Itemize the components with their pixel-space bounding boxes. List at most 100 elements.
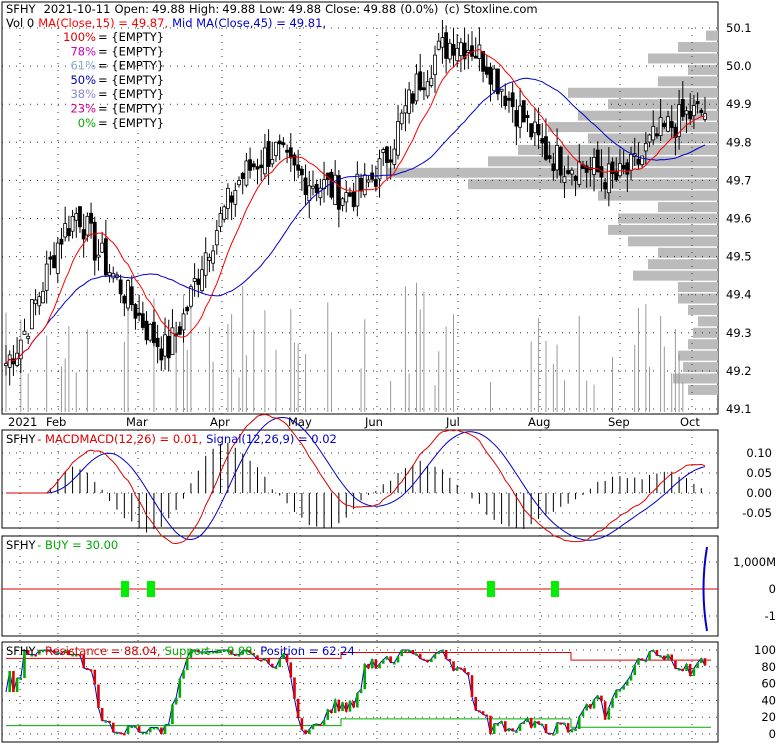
stoch-candle [71, 654, 74, 657]
stoch-candle [674, 660, 677, 669]
stoch-candle [655, 650, 659, 656]
fib-level-label: 38% [70, 87, 96, 101]
stoch-candle [60, 652, 63, 655]
stoch-candle [441, 650, 444, 652]
stoch-candle [148, 727, 152, 733]
stoch-candle [63, 650, 67, 654]
stoch-candle [393, 662, 396, 665]
candles [4, 20, 707, 386]
candle-body [477, 44, 482, 59]
candle-body [351, 191, 356, 208]
stoch-candle [208, 651, 211, 654]
candle-body [103, 238, 108, 276]
stoch-candle [126, 726, 130, 734]
stoch-candle [167, 724, 171, 727]
stoch-candle [49, 650, 52, 652]
candle-body [118, 279, 123, 295]
candle-body [385, 146, 389, 163]
stoch-candle [178, 678, 182, 698]
price-axis: 50.1 50.0 49.9 49.8 49.7 49.6 49.5 49.4 49.3 49.2… [726, 21, 752, 416]
volume-profile [388, 30, 718, 395]
stoch-candle [496, 723, 500, 726]
stoch-candle [626, 680, 629, 686]
candle-body [126, 280, 130, 309]
month-label: Sep [608, 415, 630, 429]
volume-profile-bar [688, 384, 718, 395]
macd-tick-label: 0.10 [746, 446, 772, 460]
stoch-candle [174, 697, 178, 705]
fib-level-label: 78% [70, 44, 96, 58]
stoch-candle [285, 653, 289, 663]
candle-body [407, 89, 412, 114]
volume-profile-bar [518, 144, 718, 155]
buy-axis: 1,000M 0 -1 [733, 555, 776, 623]
stoch-candle [19, 678, 23, 680]
stoch-candle [137, 726, 141, 733]
volume-profile-bar [678, 42, 718, 53]
close-label: Close: [325, 2, 360, 16]
stoch-candle [171, 704, 174, 725]
stoch-candle [629, 675, 633, 681]
fib-level-value: = {EMPTY} [98, 102, 164, 116]
stoch-candle [156, 727, 159, 730]
candle-body [658, 117, 663, 136]
stoch-candle [211, 651, 215, 654]
price-tick-label: 49.8 [726, 135, 752, 149]
stoch-candle [248, 650, 252, 653]
candle-body [344, 192, 349, 203]
candle-body [152, 321, 156, 344]
candle-body [185, 307, 190, 312]
volume-profile-bar [648, 259, 718, 270]
stoch-candle [378, 663, 381, 669]
volume-profile-bar [683, 362, 718, 373]
candle-body [655, 133, 659, 137]
macd-axis: 0.10 0.05 0.00 -0.05 [742, 446, 772, 520]
stoch-tick-label: 60 [761, 677, 776, 691]
stoch-candle [97, 684, 100, 709]
stoch-candle [267, 658, 270, 664]
fib-level-label: 50% [70, 73, 96, 87]
stoch-candle [659, 655, 662, 658]
candle-body [288, 147, 293, 159]
stoch-candle [237, 654, 241, 657]
candle-body [233, 189, 238, 205]
volume-profile-bar [688, 304, 718, 315]
volume-profile-bar [698, 316, 718, 327]
candle-body [281, 142, 286, 146]
stoch-candles [8, 650, 707, 736]
candle-body [22, 330, 27, 335]
candle-body [440, 37, 445, 48]
stoch-candle [296, 698, 300, 719]
stoch-candle [182, 670, 185, 679]
volume-profile-bar [678, 293, 718, 304]
volume-profile-bar [688, 64, 718, 75]
buy-marker [147, 581, 155, 597]
buy-marker [551, 581, 559, 597]
stoch-candle [356, 693, 359, 708]
candle-body [89, 212, 93, 224]
candle-body [92, 221, 97, 261]
volume-profile-bar [688, 339, 718, 350]
ma15-line [5, 49, 706, 364]
stoch-candle [56, 652, 60, 655]
stoch-candle [463, 668, 466, 673]
candle-body [244, 160, 249, 186]
candle-body [222, 206, 227, 220]
candle-body [410, 93, 415, 104]
stoch-candle [430, 658, 433, 663]
stoch-candle [507, 728, 511, 732]
stoch-k-line [5, 648, 706, 736]
fib-level-value: = {EMPTY} [98, 73, 164, 87]
candle-body [518, 105, 522, 128]
stoch-candle [622, 685, 625, 690]
candle-body [666, 116, 670, 132]
candle-body [229, 195, 234, 203]
macd-tick-label: 0.00 [746, 486, 772, 500]
stoch-candle [226, 650, 230, 652]
macd-panel-frame [1, 429, 719, 529]
candle-body [495, 68, 500, 95]
stoch-candle [637, 658, 640, 665]
stoch-candle [45, 650, 48, 652]
fib-level-value: = {EMPTY} [98, 44, 164, 58]
candle-body [610, 161, 615, 175]
